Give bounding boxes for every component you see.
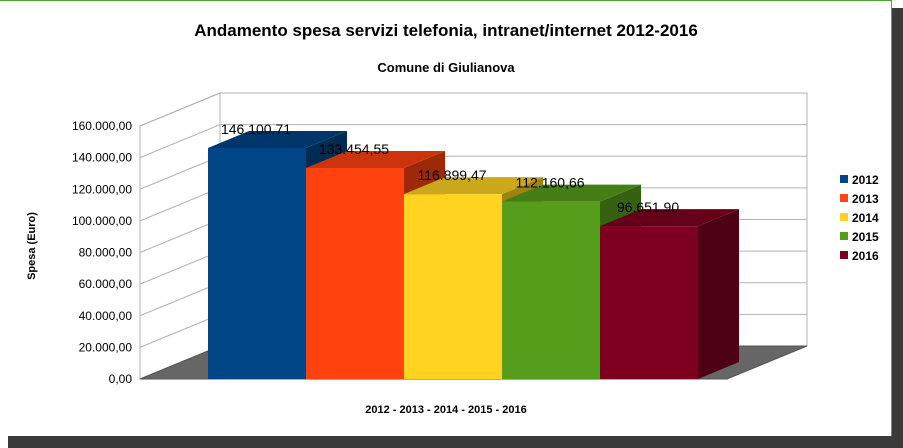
legend-swatch [840,232,848,240]
data-label: 112.160,66 [515,175,584,191]
data-labels: 146.100,71 133.454,55 116.899,47 112.160,66… [221,121,679,215]
gridline [139,250,221,285]
legend-label: 2014 [852,211,879,225]
chart-subtitle: Comune di Giulianova [377,60,515,75]
legend-swatch [840,213,848,221]
gridline [139,187,221,222]
legend-label: 2016 [852,249,879,263]
bar-top [208,130,347,148]
legend-swatch [840,251,848,259]
y-axis-label: Spesa (Euro) [26,212,38,280]
legend-label: 2013 [852,192,879,206]
bar-top [306,150,445,168]
y-tick-label: 0,00 [109,372,133,386]
data-label: 116.899,47 [417,167,486,183]
chart-title: Andamento spesa servizi telefonia, intra… [194,21,698,40]
frame-shadow [8,436,903,448]
bar-front [404,194,502,379]
gridline [139,124,221,159]
y-tick-label: 60.000,00 [79,277,133,291]
y-tick-labels: 0,00 20.000,00 40.000,00 60.000,00 80.000,00… [72,119,132,386]
y-tick-label: 40.000,00 [79,309,133,323]
gridline [139,313,221,348]
bar-front [306,167,404,379]
legend-label: 2015 [852,230,879,244]
legend-swatch [840,175,848,183]
bar-side [698,209,739,379]
frame-shadow [892,8,903,448]
bar-top [600,209,739,227]
gridline [139,92,221,127]
data-label: 146.100,71 [221,121,291,137]
x-axis-label: 2012 - 2013 - 2014 - 2015 - 2016 [365,404,526,416]
legend: 2012 2013 2014 2015 2016 [840,173,879,263]
bar-front [208,147,306,379]
y-tick-label: 100.000,00 [72,214,132,228]
y-tick-label: 140.000,00 [72,151,132,165]
legend-swatch [840,194,848,202]
y-tick-label: 120.000,00 [72,182,132,196]
y-tick-label: 20.000,00 [79,340,133,354]
y-tick-label: 160.000,00 [72,119,132,133]
bar-top [502,184,641,202]
bar-top [404,177,543,195]
bar-front [502,201,600,379]
gridline [139,282,221,317]
y-tick-label: 80.000,00 [79,246,133,260]
data-label: 133.454,55 [319,141,389,157]
bar-front [600,226,698,379]
bar-2016 [600,209,739,379]
data-label: 96.651,90 [617,199,679,215]
bars [208,130,739,379]
legend-label: 2012 [852,173,879,187]
gridline [139,219,221,253]
gridline [139,155,221,190]
